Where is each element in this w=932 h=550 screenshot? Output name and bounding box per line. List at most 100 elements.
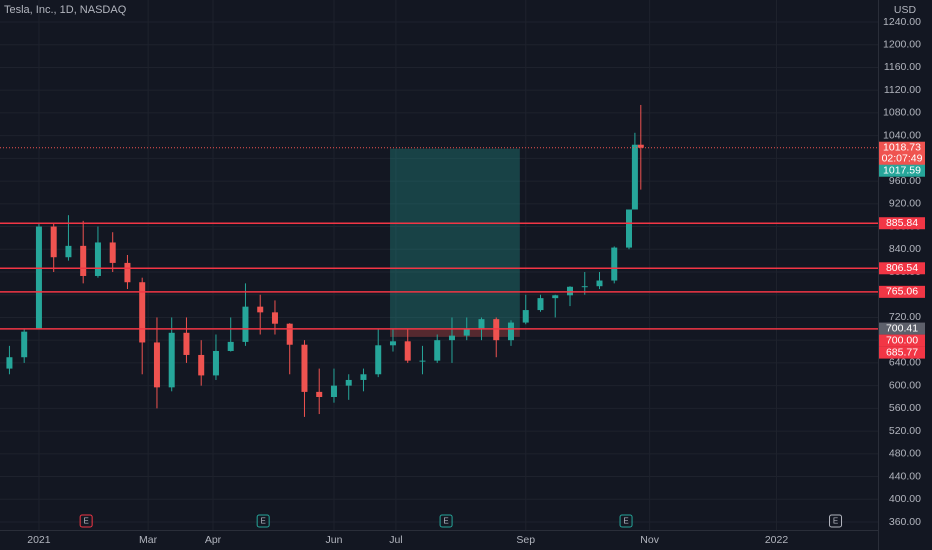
event-marker <box>79 514 93 528</box>
candle-body <box>637 144 644 148</box>
countdown: 02:07:49 <box>882 153 923 165</box>
candle-body <box>50 226 57 258</box>
candle-body <box>21 331 28 358</box>
y-tick-label: 560.00 <box>889 402 921 414</box>
candle-body <box>139 282 146 343</box>
candle-body <box>360 374 367 380</box>
level-label-box <box>879 334 925 347</box>
x-tick-label: 2022 <box>765 534 789 546</box>
level-label: 885.84 <box>886 217 918 229</box>
x-tick-label: Jul <box>389 534 402 546</box>
candle-body <box>168 332 175 388</box>
level-label-box <box>879 262 925 275</box>
y-tick-label: 920.00 <box>889 198 921 210</box>
profit-zone <box>390 148 520 329</box>
y-tick-label: 840.00 <box>889 243 921 255</box>
candle-body <box>493 319 500 341</box>
candle-body <box>581 286 588 288</box>
level-label: 806.54 <box>886 262 918 274</box>
candle-body <box>463 328 470 336</box>
y-tick-label: 400.00 <box>889 493 921 505</box>
candle-body <box>631 144 638 210</box>
candle-body <box>566 286 573 296</box>
candle-body <box>65 245 72 258</box>
level-label-box <box>879 285 925 298</box>
candle-body <box>109 242 116 263</box>
candle-body <box>227 341 234 351</box>
candle-body <box>522 310 529 323</box>
event-marker <box>619 514 633 528</box>
y-tick-label: 640.00 <box>889 357 921 369</box>
candle-body <box>478 319 485 329</box>
candle-body <box>35 226 42 329</box>
y-tick-label: 1080.00 <box>883 107 921 119</box>
candle-body <box>316 391 323 397</box>
candle-body <box>124 262 131 283</box>
y-tick-label: 480.00 <box>889 448 921 460</box>
last-price-box <box>879 141 925 166</box>
event-label: E <box>443 517 448 526</box>
currency: USD <box>894 4 917 16</box>
x-tick-label: Sep <box>516 534 535 546</box>
y-tick-label: 520.00 <box>889 425 921 437</box>
candle-body <box>286 323 293 345</box>
x-tick-label: 2021 <box>27 534 51 546</box>
level-label-box <box>879 217 925 230</box>
level-label: 765.06 <box>886 286 918 298</box>
candle-body <box>389 341 396 346</box>
x-tick-label: Nov <box>640 534 659 546</box>
candle-body <box>507 322 514 341</box>
entry-label: 700.41 <box>886 322 918 334</box>
candle-body <box>271 312 278 324</box>
event-marker <box>256 514 270 528</box>
bid-label-box <box>879 164 925 177</box>
event-label: E <box>260 517 265 526</box>
candle-body <box>419 360 426 362</box>
stop-label: 685.77 <box>886 346 918 358</box>
y-tick-label: 1160.00 <box>884 61 921 73</box>
candle-body <box>448 335 455 341</box>
candle-body <box>552 295 559 299</box>
candle-body <box>94 242 101 276</box>
candle-body <box>330 385 337 397</box>
y-tick-label: 1200.00 <box>883 39 921 51</box>
event-marker <box>439 514 453 528</box>
loss-zone <box>390 328 520 337</box>
y-tick-label: 600.00 <box>889 379 921 391</box>
event-label: E <box>83 517 88 526</box>
y-tick-label: 1040.00 <box>883 129 921 141</box>
candle-body <box>345 379 352 386</box>
candle-body <box>301 344 308 392</box>
candle-body <box>611 247 618 281</box>
event-marker <box>829 514 843 528</box>
y-tick-label: 1240.00 <box>883 16 921 28</box>
candle-body <box>596 280 603 287</box>
y-tick-label: 360.00 <box>889 516 921 528</box>
y-tick-label: 440.00 <box>889 470 921 482</box>
event-label: E <box>833 517 838 526</box>
candle-body <box>375 345 382 375</box>
x-tick-label: Jun <box>326 534 343 546</box>
y-tick-label: 1120.00 <box>884 84 921 96</box>
stop-label-box <box>879 346 925 359</box>
candle-body <box>404 341 411 361</box>
x-tick-label: Apr <box>205 534 222 546</box>
entry-label-box <box>879 322 925 335</box>
candle-body <box>434 340 441 361</box>
event-label: E <box>623 517 628 526</box>
y-tick-label: 960.00 <box>889 175 921 187</box>
candle-body <box>537 298 544 311</box>
chart-title: Tesla, Inc., 1D, NASDAQ <box>4 4 127 16</box>
candle-body <box>198 354 205 376</box>
candle-body <box>242 306 249 342</box>
bid-label: 1017.59 <box>883 165 921 177</box>
candle-body <box>6 357 13 369</box>
y-tick-label: 720.00 <box>889 311 921 323</box>
candle-body <box>257 306 264 313</box>
candle-body <box>80 245 87 276</box>
level-label: 700.00 <box>886 334 918 346</box>
candle-body <box>153 342 160 388</box>
candle-body <box>212 350 219 376</box>
candle-body <box>625 209 632 248</box>
